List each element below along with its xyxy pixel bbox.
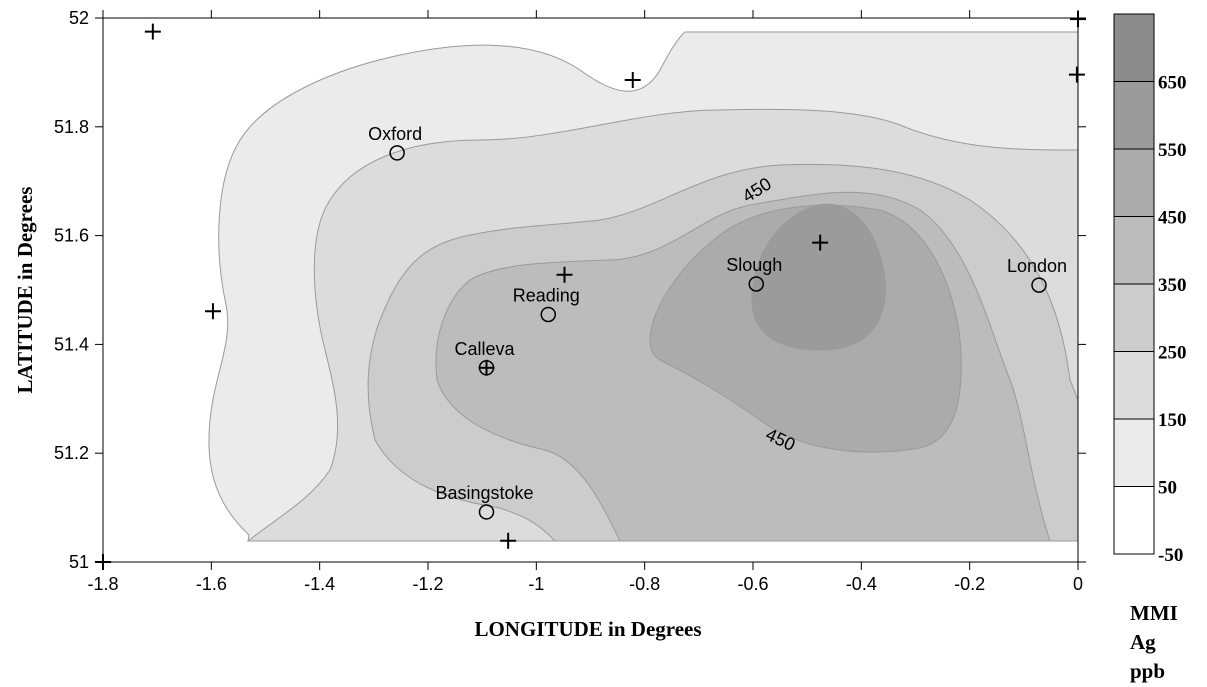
legend-swatch (1113, 351, 1155, 420)
legend-swatch (1113, 216, 1155, 285)
legend-swatch (1113, 418, 1155, 487)
legend-swatch (1113, 486, 1155, 555)
city-marker (478, 360, 495, 376)
plot-axes: -1.8 -1.6 -1.4 -1.2 -1 -0.8 -0.6 -0.4 -0.2 0 51 51.… (54, 8, 1086, 594)
legend-swatch (1113, 13, 1155, 82)
city-label: Calleva (454, 339, 515, 359)
y-axis-title: LATITUDE in Degrees (13, 187, 37, 394)
x-tick-label: -1.6 (196, 574, 227, 594)
legend-title-line: Ag (1130, 630, 1156, 654)
sample-point (556, 266, 573, 283)
legend-tick-label: -50 (1158, 545, 1183, 566)
x-tick-label: -0.6 (737, 574, 768, 594)
legend-tick-label: 250 (1158, 343, 1187, 364)
x-tick-label: -0.8 (629, 574, 660, 594)
legend-tick-label: 350 (1158, 275, 1187, 296)
y-tick-label: 51.8 (54, 117, 89, 137)
sample-points (95, 11, 1086, 570)
city-marker (748, 276, 764, 292)
legend-tick-label: 550 (1158, 140, 1187, 161)
x-tick-label: -1 (528, 574, 544, 594)
city-marker (1031, 277, 1047, 293)
sample-point (500, 532, 517, 549)
city-label: Basingstoke (435, 483, 533, 503)
y-tick-label: 51.6 (54, 226, 89, 246)
y-tick-label: 51.4 (54, 334, 89, 354)
y-tick-label: 51.2 (54, 443, 89, 463)
sample-point (812, 234, 829, 251)
x-tick-label: -0.4 (846, 574, 877, 594)
legend-title-line: MMI (1130, 601, 1178, 625)
y-tick-label: 51 (69, 552, 89, 572)
color-legend: -50 50 150 250 350 450 550 650 (1113, 13, 1187, 566)
y-tick-label: 52 (69, 8, 89, 28)
city-label: London (1007, 256, 1067, 276)
x-tick-label: -1.2 (412, 574, 443, 594)
legend-tick-label: 150 (1158, 410, 1187, 431)
x-tick-label: -1.8 (87, 574, 118, 594)
city-label: Slough (726, 255, 782, 275)
legend-swatch (1113, 81, 1155, 150)
legend-tick-label: 50 (1158, 478, 1177, 499)
contour-regions (208, 31, 1079, 542)
x-tick-label: -1.4 (304, 574, 335, 594)
legend-tick-label: 450 (1158, 208, 1187, 229)
legend-title-line: ppb (1130, 659, 1165, 683)
city-marker (478, 504, 495, 520)
sample-point (1070, 11, 1086, 28)
city-label: Reading (513, 285, 580, 305)
city-marker (540, 306, 556, 323)
sample-point (1068, 66, 1085, 83)
city-marker (389, 145, 405, 161)
sample-point (95, 554, 111, 570)
x-axis-title: LONGITUDE in Degrees (474, 617, 701, 641)
legend-swatch (1113, 283, 1155, 352)
legend-swatch (1113, 148, 1155, 217)
legend-tick-label: 650 (1158, 73, 1187, 94)
city-markers: Oxford Reading Slough London Calleva Basingst… (368, 124, 1067, 520)
sample-point (624, 72, 641, 89)
contour-band-550 (751, 203, 886, 351)
sample-point (478, 359, 495, 376)
x-tick-label: 0 (1073, 574, 1083, 594)
city-label: Oxford (368, 124, 422, 144)
sample-point (204, 303, 221, 320)
sample-point (144, 23, 161, 40)
plot-frame (102, 17, 1079, 563)
x-tick-label: -0.2 (954, 574, 985, 594)
